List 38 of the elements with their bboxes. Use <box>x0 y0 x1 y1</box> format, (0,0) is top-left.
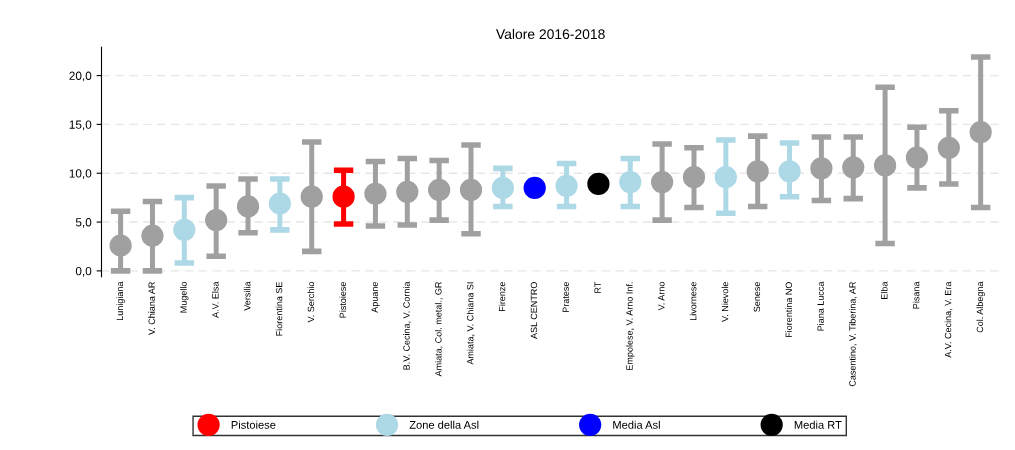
x-tick-label: Versilia <box>243 281 251 311</box>
x-tick-label: Fiorentina SE <box>275 282 283 336</box>
x-tick-label: Mugello <box>180 281 189 313</box>
x-tick-label: Pisana <box>912 281 920 309</box>
x-tick-label: V. Arno <box>658 281 665 311</box>
x-tick-label: Pistoiese <box>339 282 347 318</box>
x-tick-label: Lunigiana <box>116 281 125 321</box>
y-tick-label: 20,0 <box>69 71 92 82</box>
legend-label: Media RT <box>794 420 842 429</box>
x-tick-label: Amiata, V. Chiana SI <box>466 282 475 365</box>
x-tick-label: Apuane <box>371 282 380 313</box>
x-tick-label: Amiata, Col. metal., GR <box>434 282 443 377</box>
x-tick-label: Livornese <box>689 282 697 321</box>
x-tick-label: Piana Lucca <box>817 281 824 331</box>
x-tick-label: A.V. Elsa <box>211 281 219 318</box>
x-tick-label: V. Serchio <box>307 281 315 323</box>
y-tick-label: 15,0 <box>69 120 92 131</box>
x-tick-label: Elba <box>880 281 888 299</box>
x-tick-label: B.V. Cecina, V. Cornia <box>403 281 411 370</box>
x-tick-label: Firenze <box>498 282 506 311</box>
y-tick-label: 5,0 <box>75 218 92 228</box>
x-tick-label: Pratese <box>562 282 569 312</box>
x-tick-label: V. Chiana AR <box>148 282 155 335</box>
x-tick-label: RT <box>594 281 601 293</box>
chart-title: Valore 2016-2018 <box>496 28 605 40</box>
legend-label: Media Asl <box>613 420 660 429</box>
y-tick-label: 0,0 <box>75 266 92 277</box>
legend-label: Zone della Asl <box>409 420 479 429</box>
x-tick-label: Empolese, V. Arno Inf. <box>626 282 635 370</box>
x-tick-label: Fiorentina NO <box>785 282 792 338</box>
x-tick-label: Senese <box>753 282 761 312</box>
x-tick-label: ASL CENTRO <box>530 282 538 339</box>
x-tick-label: V. Nievole <box>721 282 729 322</box>
legend-label: Pistoiese <box>231 420 276 429</box>
x-tick-label: Col. Albegna <box>976 281 985 333</box>
y-tick-label: 10,0 <box>69 169 92 180</box>
x-tick-label: Casentino, V. Tiberina, AR <box>849 282 857 387</box>
x-tick-label: A.V. Cecina, V. Era <box>944 281 953 358</box>
